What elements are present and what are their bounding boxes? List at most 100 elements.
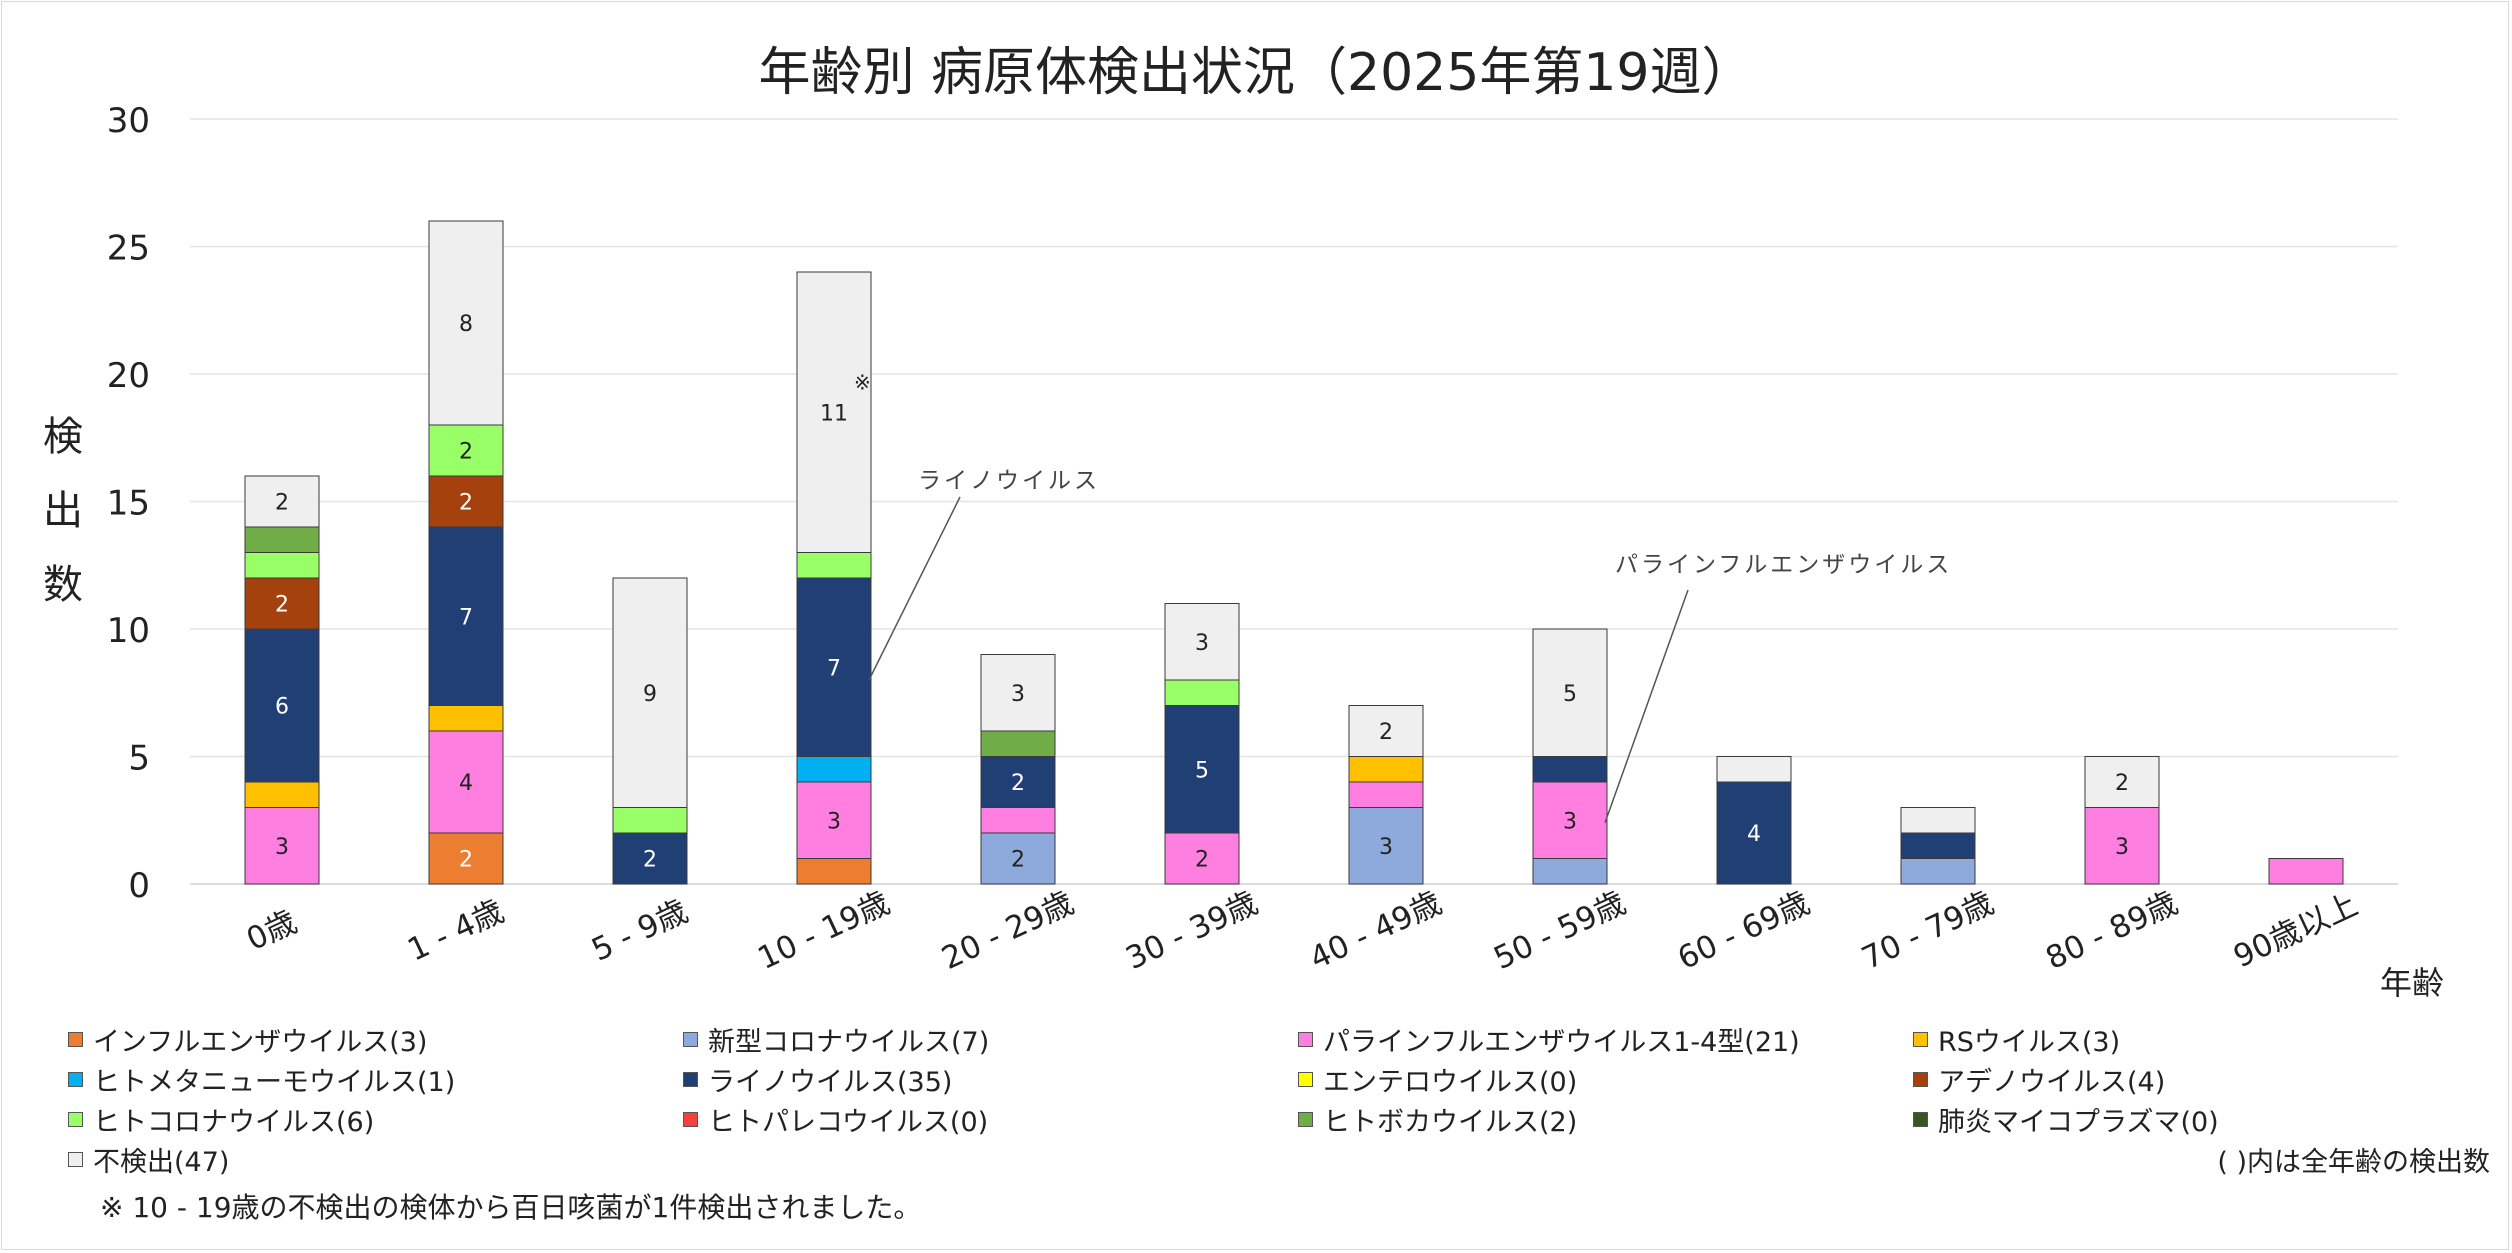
bar-segment [1348, 705, 1424, 757]
x-tick-label: 90歳以上 [2228, 887, 2363, 976]
y-tick-label: 20 [107, 356, 150, 396]
legend-label: ヒトボカウイルス(2) [1323, 1107, 1578, 1138]
bar-segment [1532, 756, 1608, 783]
legend-swatch [1913, 1112, 1928, 1127]
bar-segment [980, 654, 1056, 732]
bar-segment [428, 705, 504, 732]
data-label: 3 [1379, 835, 1393, 860]
data-label: 2 [1195, 848, 1209, 873]
data-label: 3 [1195, 631, 1209, 656]
data-label: 2 [1011, 771, 1025, 796]
bar-segment [796, 858, 872, 885]
bar-segment [980, 756, 1056, 808]
data-label: 3 [275, 835, 289, 860]
bar-segment [428, 475, 504, 528]
bar-segment [1900, 858, 1976, 885]
bar-segment [980, 832, 1056, 885]
bar-segment [796, 271, 872, 553]
data-label: 2 [643, 848, 657, 873]
callout-parainfluenza: パラインフルエンザウイルス [1615, 552, 1952, 578]
callout-line [868, 496, 961, 681]
bar-segment [1532, 781, 1608, 859]
legend-note: ( )内は全年齢の検出数 [2217, 1147, 2490, 1178]
legend-label: 不検出(47) [93, 1147, 230, 1178]
legend-item: ヒトコロナウイルス(6) [68, 1100, 374, 1139]
x-tick-label: 70 - 79歳 [1856, 885, 1999, 977]
data-label: 2 [1379, 720, 1393, 745]
data-label: 2 [275, 593, 289, 618]
bar-segment [1532, 858, 1608, 885]
x-tick-label: 10 - 19歳 [752, 885, 895, 977]
x-tick-label: 1 - 4歳 [402, 893, 509, 968]
data-label: 3 [827, 809, 841, 834]
data-label: 9 [643, 682, 657, 707]
bar-segment [1716, 781, 1792, 885]
legend-label: アデノウイルス(4) [1938, 1067, 2166, 1098]
bar-segment [1716, 756, 1792, 783]
bar-segment [244, 628, 320, 783]
legend-label: 肺炎マイコプラズマ(0) [1938, 1107, 2219, 1138]
legend-swatch [683, 1032, 698, 1047]
y-tick-label: 0 [128, 866, 150, 906]
legend-item: アデノウイルス(4) [1913, 1060, 2165, 1099]
bar-segment [1348, 781, 1424, 808]
legend-item: ヒトボカウイルス(2) [1298, 1100, 1577, 1139]
legend-swatch [68, 1112, 83, 1127]
legend-swatch [1298, 1072, 1313, 1087]
data-label: 6 [275, 695, 289, 720]
footnote: ※ 10 - 19歳の不検出の検体から百日咳菌が1件検出されました。 [100, 1191, 922, 1224]
bar-segment [1348, 756, 1424, 783]
legend-label: RSウイルス(3) [1938, 1027, 2121, 1058]
legend-swatch [1913, 1032, 1928, 1047]
bar-segment [244, 577, 320, 630]
y-tick-label: 10 [107, 611, 150, 651]
bar-segment [244, 526, 320, 553]
legend-label: ヒトパレコウイルス(0) [708, 1107, 989, 1138]
bar-segment [428, 220, 504, 426]
y-tick-label: 25 [107, 229, 150, 269]
data-label: 4 [459, 771, 473, 796]
legend-label: ヒトコロナウイルス(6) [93, 1107, 375, 1138]
legend-item: ライノウイルス(35) [683, 1060, 952, 1099]
legend-item: インフルエンザウイルス(3) [68, 1020, 427, 1059]
legend-swatch [68, 1152, 83, 1167]
bar-segment [428, 526, 504, 706]
data-label: 2 [1011, 848, 1025, 873]
bar-segment [796, 552, 872, 579]
callout-rhinovirus: ライノウイルス [918, 468, 1100, 494]
data-label: 2 [2115, 771, 2129, 796]
legend-swatch [1298, 1112, 1313, 1127]
data-label: 3 [1563, 809, 1577, 834]
legend-item: RSウイルス(3) [1913, 1020, 2120, 1059]
bar-segment [244, 807, 320, 885]
data-label: 2 [459, 848, 473, 873]
legend-label: エンテロウイルス(0) [1323, 1067, 1578, 1098]
legend-item: 新型コロナウイルス(7) [683, 1020, 989, 1059]
data-label: 7 [827, 656, 841, 681]
chart-title: 年齢別 病原体検出状況（2025年第19週） [758, 43, 1754, 103]
y-tick-label: 5 [128, 739, 150, 779]
x-tick-label: 20 - 29歳 [936, 885, 1079, 977]
data-label: 7 [459, 605, 473, 630]
x-tick-label: 60 - 69歳 [1672, 885, 1815, 977]
x-tick-label: 80 - 89歳 [2040, 885, 2183, 977]
bar-segment [428, 424, 504, 477]
bar-segment [796, 756, 872, 783]
legend-swatch [1298, 1032, 1313, 1047]
legend-swatch [683, 1072, 698, 1087]
callout-line [1604, 589, 1689, 824]
y-axis-label: 検出数 [43, 414, 83, 608]
bar-segment [2268, 858, 2344, 885]
legend-swatch [68, 1032, 83, 1047]
legend-item: パラインフルエンザウイルス1-4型(21) [1298, 1020, 1800, 1059]
legend-swatch [683, 1112, 698, 1127]
y-tick-label: 30 [107, 101, 150, 141]
bar-segment [244, 475, 320, 528]
bar-segment [244, 781, 320, 808]
legend-swatch [68, 1072, 83, 1087]
bar-segment [2084, 756, 2160, 808]
data-label: 11 [820, 401, 848, 426]
bar-segment [428, 832, 504, 885]
